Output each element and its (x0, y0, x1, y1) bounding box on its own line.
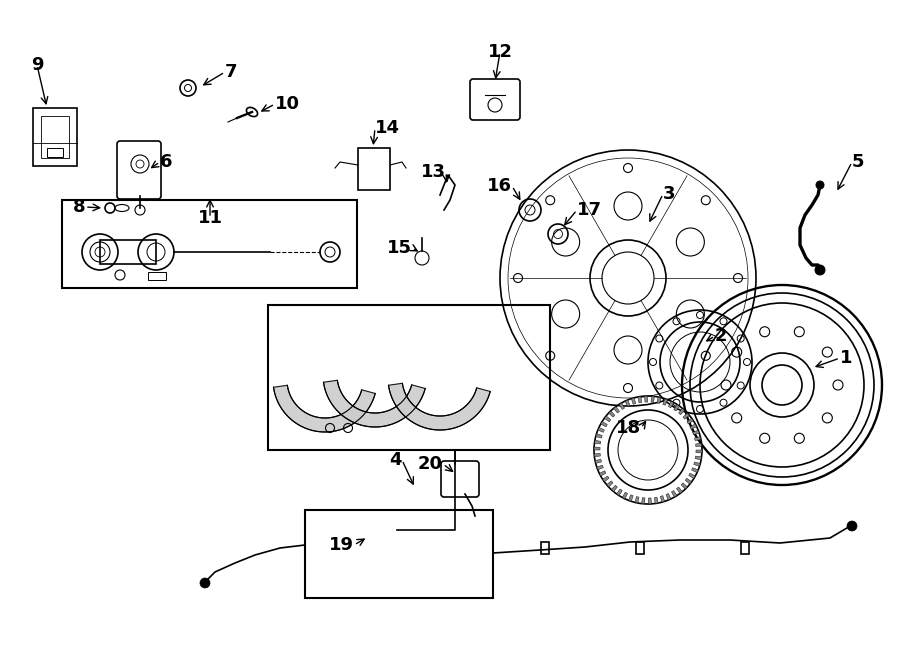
Polygon shape (594, 447, 600, 450)
Bar (305, 510, 493, 598)
Polygon shape (389, 383, 491, 430)
Polygon shape (662, 399, 668, 405)
Text: 12: 12 (488, 43, 512, 61)
Circle shape (815, 265, 825, 275)
Polygon shape (274, 385, 375, 432)
Polygon shape (677, 487, 682, 494)
Polygon shape (622, 492, 627, 499)
Bar (148, 272, 166, 280)
Polygon shape (625, 400, 630, 407)
Text: 20: 20 (418, 455, 443, 473)
Polygon shape (634, 496, 639, 503)
Polygon shape (603, 476, 609, 482)
Polygon shape (611, 485, 617, 492)
Bar (268, 305, 550, 450)
Polygon shape (695, 456, 702, 460)
Bar (41, 116, 69, 158)
Polygon shape (666, 493, 671, 500)
Polygon shape (595, 459, 601, 463)
Polygon shape (648, 498, 652, 504)
Polygon shape (616, 489, 622, 496)
Text: 11: 11 (197, 209, 222, 227)
Polygon shape (594, 453, 600, 457)
Polygon shape (688, 473, 696, 479)
Polygon shape (614, 407, 619, 413)
Polygon shape (695, 436, 701, 441)
Text: 18: 18 (616, 419, 641, 437)
Polygon shape (685, 478, 692, 484)
Polygon shape (597, 465, 603, 470)
Text: 19: 19 (329, 536, 354, 554)
Polygon shape (644, 396, 648, 402)
Polygon shape (669, 401, 674, 408)
Polygon shape (323, 380, 425, 427)
Text: 3: 3 (663, 185, 676, 203)
Polygon shape (696, 450, 702, 453)
Bar (62, 200, 357, 288)
Polygon shape (596, 434, 602, 438)
Bar (100, 240, 156, 264)
Text: 10: 10 (275, 95, 300, 113)
Text: 16: 16 (487, 177, 512, 195)
Text: 14: 14 (375, 119, 400, 137)
Polygon shape (661, 496, 665, 502)
Text: 15: 15 (387, 239, 412, 257)
Text: 6: 6 (160, 153, 173, 171)
Polygon shape (631, 398, 635, 405)
Polygon shape (671, 490, 677, 497)
Polygon shape (694, 462, 700, 466)
Text: 13: 13 (421, 163, 446, 181)
Polygon shape (638, 397, 642, 403)
Polygon shape (598, 428, 605, 432)
Polygon shape (600, 421, 608, 427)
Bar (741, 542, 749, 554)
Bar (541, 542, 549, 554)
Text: 2: 2 (715, 327, 727, 345)
Polygon shape (679, 408, 685, 415)
Polygon shape (696, 444, 702, 447)
Polygon shape (628, 494, 634, 501)
Polygon shape (599, 471, 606, 476)
Circle shape (847, 521, 857, 531)
Polygon shape (651, 396, 654, 403)
Polygon shape (691, 468, 698, 473)
Text: 9: 9 (31, 56, 43, 74)
Polygon shape (604, 416, 611, 422)
Polygon shape (607, 481, 613, 487)
Bar (636, 542, 644, 554)
Text: 7: 7 (225, 63, 238, 81)
Polygon shape (594, 440, 601, 444)
Polygon shape (681, 483, 688, 489)
Polygon shape (690, 424, 697, 429)
Polygon shape (654, 497, 658, 504)
Text: 5: 5 (852, 153, 865, 171)
Bar (33, 108, 77, 166)
Polygon shape (619, 403, 625, 409)
Polygon shape (642, 498, 645, 504)
Polygon shape (657, 397, 662, 403)
Polygon shape (683, 413, 689, 419)
Polygon shape (693, 430, 699, 435)
Text: 4: 4 (390, 451, 402, 469)
Bar (358, 148, 390, 190)
Circle shape (200, 578, 210, 588)
Bar (47, 148, 63, 157)
Text: 17: 17 (577, 201, 602, 219)
Text: 1: 1 (840, 349, 852, 367)
Polygon shape (674, 405, 680, 411)
Text: 8: 8 (72, 198, 85, 216)
Polygon shape (608, 411, 615, 417)
Circle shape (816, 181, 824, 189)
Polygon shape (687, 418, 693, 424)
